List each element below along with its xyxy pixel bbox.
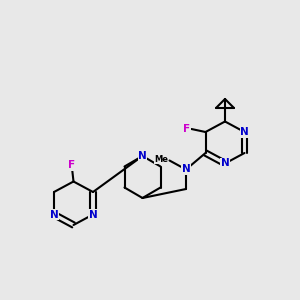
Text: N: N (220, 158, 230, 169)
Text: F: F (183, 124, 190, 134)
Text: N: N (182, 164, 190, 175)
Text: N: N (240, 127, 249, 137)
Text: Me: Me (154, 154, 168, 164)
Text: N: N (88, 209, 98, 220)
Text: F: F (68, 160, 76, 170)
Text: N: N (50, 209, 58, 220)
Text: N: N (138, 151, 147, 161)
